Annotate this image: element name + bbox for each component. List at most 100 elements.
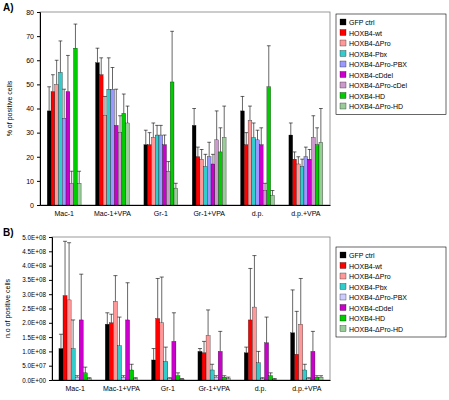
error-bar-stem <box>298 157 299 164</box>
bar <box>107 89 111 205</box>
x-tick: Mac-1+VPA <box>103 380 140 392</box>
bar <box>159 135 163 205</box>
error-bar <box>261 377 265 379</box>
error-bar-cap <box>265 317 269 318</box>
x-tick-label: d.p.+VPA <box>292 385 322 393</box>
y-tick-mark <box>49 266 52 267</box>
error-bar-stem <box>246 133 247 145</box>
error-bar-cap <box>151 122 155 123</box>
error-bar-cap <box>96 48 100 49</box>
error-bar <box>70 171 74 183</box>
bar <box>219 152 223 205</box>
y-tick-mark <box>37 12 40 13</box>
y-tick: 1.0E+08 <box>22 348 52 355</box>
x-axis: Mac-1Mac-1+VPAGr-1Gr-1+VPAd.p.d.p.+VPA <box>41 205 331 218</box>
legend-box <box>336 14 446 115</box>
legend-label: HOXB4-ΔPro <box>349 273 391 280</box>
error-bar-stem <box>205 154 206 166</box>
error-bar-cap <box>293 151 297 152</box>
bar-series <box>83 364 319 380</box>
error-bar-stem <box>177 373 178 376</box>
legend-label: HOXB4-wt <box>349 30 382 37</box>
bar <box>180 379 184 380</box>
bar <box>172 341 176 380</box>
legend-swatch <box>340 40 346 46</box>
bar <box>176 376 180 380</box>
bar <box>70 183 74 205</box>
y-axis-title: n.o of positive cells <box>4 278 12 338</box>
error-bar-stem <box>65 241 66 295</box>
error-bar <box>55 60 59 84</box>
error-bar-cap <box>222 375 226 376</box>
bar <box>170 82 174 205</box>
bar <box>198 351 202 380</box>
bar <box>200 159 204 205</box>
bar-series <box>47 48 292 205</box>
error-bar-cap <box>164 347 168 348</box>
bar <box>51 92 55 205</box>
bar-series <box>79 274 315 380</box>
error-bar-stem <box>123 94 124 113</box>
error-bar <box>252 256 256 307</box>
error-bar-cap <box>267 45 271 46</box>
error-bar-cap <box>122 94 126 95</box>
error-bar-stem <box>64 89 65 118</box>
bar-series <box>71 317 307 380</box>
error-bar-cap <box>244 347 248 348</box>
error-bar-cap <box>219 127 223 128</box>
legend-swatch <box>340 294 346 300</box>
bar <box>62 118 66 205</box>
x-axis-line <box>41 205 331 206</box>
y-tick-mark <box>37 205 40 206</box>
bar <box>174 188 178 205</box>
y-tick-mark <box>37 84 40 85</box>
bar <box>196 157 200 205</box>
error-bar-stem <box>168 162 169 172</box>
error-bar-stem <box>212 364 213 370</box>
y-tick: 80 <box>26 9 40 16</box>
bar-series <box>55 60 300 205</box>
error-bar <box>244 133 248 145</box>
bar <box>263 191 267 205</box>
error-bar <box>207 142 211 156</box>
bar <box>96 63 100 205</box>
error-bar-stem <box>220 331 221 351</box>
bar <box>109 323 113 380</box>
error-bar-cap <box>207 142 211 143</box>
error-bar-cap <box>206 309 210 310</box>
error-bar-cap <box>62 89 66 90</box>
error-bar <box>126 283 130 320</box>
legend-swatch <box>340 263 346 269</box>
y-tick-mark <box>49 366 52 367</box>
error-bar <box>215 111 219 140</box>
error-bar-cap <box>83 367 87 368</box>
y-tick: 60 <box>26 57 40 64</box>
error-bar <box>77 171 81 183</box>
error-bar-cap <box>252 255 256 256</box>
bar <box>118 133 122 205</box>
error-bar-stem <box>290 123 291 135</box>
error-bar-stem <box>249 106 250 120</box>
x-tick-label: Mac-1 <box>65 385 85 392</box>
error-bar <box>148 133 152 145</box>
error-bar <box>67 243 71 300</box>
error-bar <box>273 378 277 380</box>
error-bar-stem <box>104 96 105 115</box>
bar <box>59 349 63 380</box>
error-bar <box>79 274 83 320</box>
bar <box>269 376 273 380</box>
error-bar <box>155 125 159 135</box>
bar-series <box>70 111 315 205</box>
error-bar-stem <box>242 96 243 110</box>
error-bar-stem <box>111 314 112 323</box>
figure: A)01020304050607080Mac-1Mac-1+VPAGr-1Gr-… <box>0 0 449 400</box>
bar <box>192 125 196 205</box>
y-tick-mark <box>49 237 52 238</box>
bar <box>168 379 172 380</box>
bar <box>295 354 299 380</box>
error-bar-cap <box>214 375 218 376</box>
bar <box>214 377 218 380</box>
error-bar-stem <box>172 31 173 82</box>
error-bar <box>263 183 267 190</box>
legend-swatch <box>340 51 346 57</box>
